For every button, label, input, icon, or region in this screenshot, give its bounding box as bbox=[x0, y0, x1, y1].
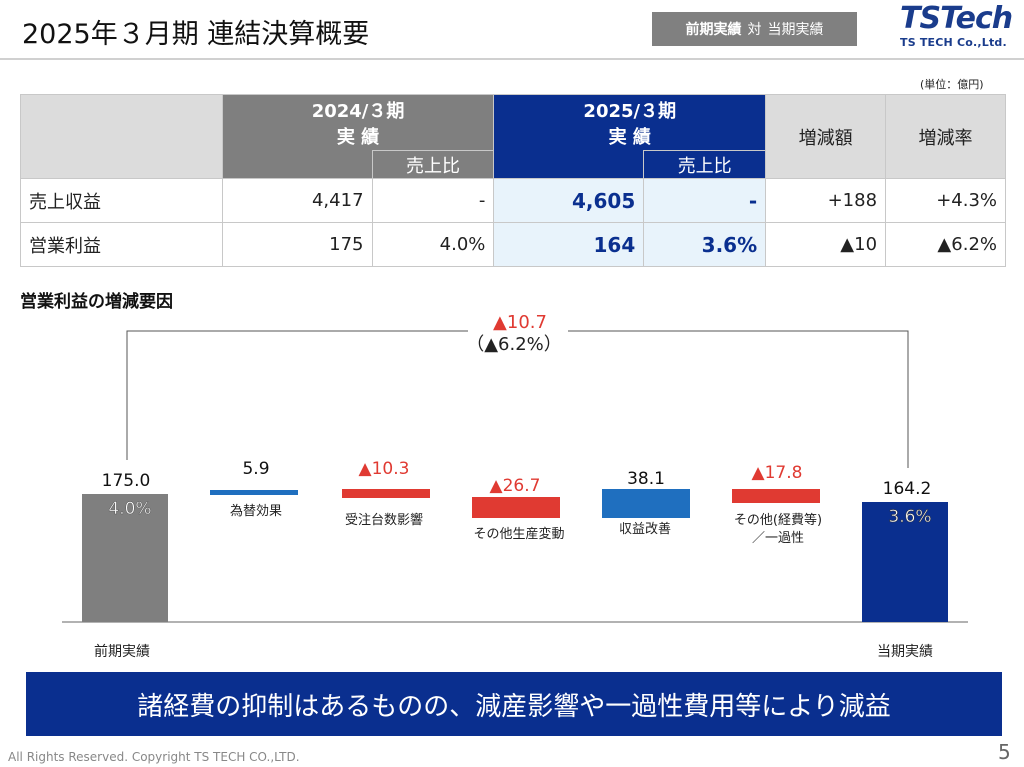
end-bar bbox=[862, 502, 948, 622]
prev-year-header: 2024/３期 実 績 bbox=[221, 94, 495, 151]
table-subheader-row: 売上比 売上比 bbox=[21, 150, 1006, 179]
factor-bar-improvement bbox=[602, 489, 690, 518]
prev-year-spacer bbox=[221, 150, 373, 179]
factor-bar-other bbox=[732, 489, 820, 503]
prev-value: 175 bbox=[221, 222, 373, 267]
prev-ratio-header: 売上比 bbox=[371, 150, 495, 179]
logo-mark: TSTech bbox=[900, 1, 1013, 36]
change-rate: +4.3% bbox=[885, 178, 1006, 223]
curr-year-title: 2025/３期 bbox=[583, 100, 677, 122]
prev-year-subtitle: 実 績 bbox=[336, 126, 380, 148]
company-logo: TSTech TS TECH Co.,Ltd. bbox=[900, 4, 1018, 54]
factor-value-fx: 5.9 bbox=[242, 459, 269, 479]
section-heading: 営業利益の増減要因 bbox=[20, 292, 173, 312]
table-header-row: 2024/３期 実 績 2025/３期 実 績 増減額 増減率 bbox=[20, 94, 1006, 179]
factor-bar-orders bbox=[342, 489, 430, 498]
factor-label-other-line2: ／一過性 bbox=[752, 531, 804, 546]
start-bar bbox=[82, 494, 168, 622]
financial-summary-table: 2024/３期 実 績 2025/３期 実 績 増減額 増減率 売上比 売上比 … bbox=[20, 94, 1006, 267]
factor-value-production: ▲26.7 bbox=[490, 476, 541, 496]
factor-value-improvement: 38.1 bbox=[627, 469, 665, 489]
row-label: 売上収益 bbox=[20, 178, 223, 223]
badge-curr-label: 当期実績 bbox=[767, 22, 824, 38]
title-divider bbox=[0, 58, 1024, 60]
change-rate-header: 増減率 bbox=[885, 94, 1006, 179]
change-amount: ▲10 bbox=[765, 222, 887, 267]
factor-label-fx: 為替効果 bbox=[230, 503, 282, 519]
curr-year-subtitle: 実 績 bbox=[608, 126, 651, 148]
factor-label-other-line1: その他(経費等) bbox=[734, 512, 822, 528]
curr-year-spacer bbox=[493, 150, 645, 179]
header-corner bbox=[20, 94, 223, 179]
end-ratio-label: 3.6% bbox=[888, 507, 931, 527]
prev-year-title: 2024/３期 bbox=[311, 100, 405, 122]
total-change-rate-label: （▲6.2%） bbox=[466, 334, 562, 355]
factor-label-production: その他生産変動 bbox=[473, 526, 564, 542]
change-rate: ▲6.2% bbox=[885, 222, 1006, 267]
curr-ratio: - bbox=[643, 178, 767, 223]
logo-subtitle: TS TECH Co.,Ltd. bbox=[900, 36, 1007, 49]
comparison-badge: 前期実績 対 当期実績 bbox=[652, 12, 857, 46]
start-category-label: 前期実績 bbox=[94, 643, 150, 660]
factor-label-improvement: 収益改善 bbox=[619, 521, 671, 537]
start-value-label: 175.0 bbox=[102, 471, 151, 491]
prev-ratio: - bbox=[371, 178, 495, 223]
prev-ratio: 4.0% bbox=[371, 222, 495, 267]
factor-value-other: ▲17.8 bbox=[752, 463, 803, 483]
copyright-notice: All Rights Reserved. Copyright TS TECH C… bbox=[8, 750, 300, 764]
row-label: 営業利益 bbox=[20, 222, 223, 267]
curr-value: 4,605 bbox=[493, 178, 645, 223]
table-row: 売上収益 4,417 - 4,605 - +188 +4.3% bbox=[20, 178, 1006, 223]
page-title: 2025年３月期 連結決算概要 bbox=[22, 19, 370, 50]
change-amount-header: 増減額 bbox=[765, 94, 887, 179]
factor-bar-production bbox=[472, 497, 560, 518]
factor-label-orders: 受注台数影響 bbox=[345, 512, 423, 528]
operating-profit-bridge-chart: ▲10.7 （▲6.2%） 175.0 4.0% 前期実績 5.9 為替効果 ▲… bbox=[62, 310, 968, 660]
end-category-label: 当期実績 bbox=[877, 644, 933, 660]
unit-note: (単位：億円) bbox=[920, 78, 984, 91]
bracket-label-bg bbox=[468, 310, 568, 358]
curr-year-header: 2025/３期 実 績 bbox=[493, 94, 767, 151]
curr-value: 164 bbox=[493, 222, 645, 267]
conclusion-banner: 諸経費の抑制はあるものの、減産影響や一過性費用等により減益 bbox=[26, 672, 1002, 736]
start-ratio-label: 4.0% bbox=[108, 499, 151, 519]
prev-value: 4,417 bbox=[221, 178, 373, 223]
curr-ratio: 3.6% bbox=[643, 222, 767, 267]
change-amount: +188 bbox=[765, 178, 887, 223]
factor-bar-fx bbox=[210, 490, 298, 495]
badge-versus: 対 bbox=[747, 22, 762, 38]
end-value-label: 164.2 bbox=[883, 479, 932, 499]
table-row: 営業利益 175 4.0% 164 3.6% ▲10 ▲6.2% bbox=[20, 222, 1006, 267]
curr-ratio-header: 売上比 bbox=[643, 150, 767, 179]
page-number: 5 bbox=[998, 740, 1011, 764]
factor-value-orders: ▲10.3 bbox=[359, 459, 410, 479]
total-change-label: ▲10.7 bbox=[493, 312, 547, 333]
badge-prev-label: 前期実績 bbox=[685, 22, 742, 38]
